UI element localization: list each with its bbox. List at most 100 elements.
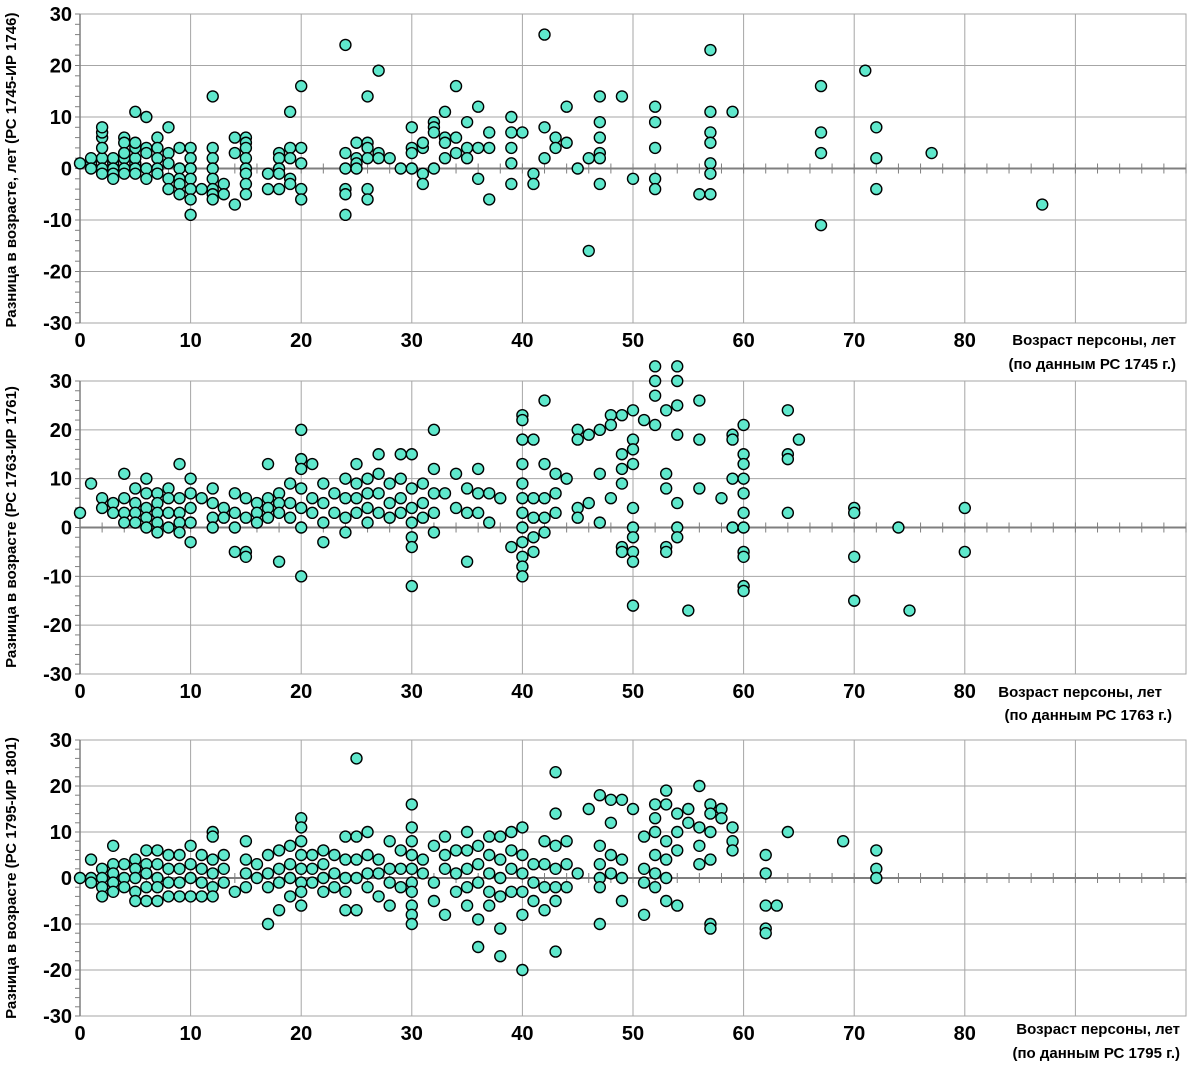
data-point — [848, 550, 861, 563]
data-point — [95, 141, 109, 155]
data-point — [516, 126, 529, 139]
data-point — [239, 167, 253, 180]
data-point — [471, 487, 485, 500]
data-point — [516, 535, 529, 549]
data-point — [626, 172, 640, 186]
data-point — [549, 467, 562, 480]
data-point — [848, 506, 861, 520]
x-tick-label: 60 — [732, 1023, 754, 1045]
data-point — [206, 162, 219, 175]
data-point — [593, 917, 607, 931]
data-point — [593, 423, 607, 437]
data-point — [538, 121, 551, 134]
data-point — [162, 862, 175, 875]
x-axis-label-line1: Возраст персоны, лет — [1012, 332, 1176, 349]
data-point — [571, 162, 584, 175]
data-point — [195, 876, 208, 889]
data-point — [151, 844, 164, 857]
data-point — [648, 389, 662, 402]
data-point — [372, 448, 385, 461]
data-point — [648, 848, 662, 862]
data-point — [295, 501, 308, 515]
data-point — [538, 28, 551, 41]
data-point — [272, 151, 286, 165]
data-point — [483, 141, 496, 155]
data-point — [306, 506, 319, 520]
x-tick-label: 50 — [622, 1023, 644, 1045]
data-point — [195, 862, 208, 875]
data-point — [106, 839, 120, 852]
data-point — [538, 457, 551, 471]
data-point — [471, 940, 485, 954]
data-point — [671, 531, 684, 544]
data-point — [516, 885, 529, 898]
data-point — [184, 182, 197, 196]
data-point — [405, 448, 418, 461]
data-point — [173, 526, 186, 539]
data-point — [173, 457, 186, 471]
data-point — [593, 131, 607, 144]
data-point — [538, 511, 551, 524]
data-point — [317, 535, 330, 549]
y-tick-label: 0 — [61, 868, 72, 890]
data-point — [626, 531, 640, 544]
data-point — [361, 848, 374, 862]
data-point — [505, 141, 518, 155]
data-point — [206, 482, 219, 495]
data-point — [449, 885, 463, 898]
y-tick-label: 20 — [50, 56, 72, 78]
data-point — [328, 487, 341, 500]
data-point — [184, 487, 197, 500]
data-point — [505, 862, 518, 875]
y-tick-label: 0 — [61, 518, 72, 540]
data-point — [295, 570, 308, 583]
data-point — [283, 151, 297, 165]
data-point — [527, 511, 540, 524]
data-point — [659, 784, 673, 797]
data-point — [361, 881, 374, 894]
data-point — [118, 146, 131, 160]
data-point — [339, 830, 352, 843]
data-point — [140, 110, 153, 124]
data-point — [295, 885, 308, 898]
data-point — [538, 835, 551, 848]
data-point — [283, 496, 297, 510]
data-point — [704, 922, 717, 935]
data-point — [438, 151, 452, 165]
data-point — [471, 839, 485, 852]
data-point — [427, 876, 441, 889]
data-point — [704, 188, 717, 201]
data-point — [903, 604, 916, 617]
data-point — [615, 793, 629, 806]
data-point — [206, 151, 219, 165]
data-point — [73, 157, 87, 170]
data-point — [483, 516, 496, 529]
data-point — [648, 360, 662, 373]
data-point — [350, 477, 363, 490]
data-point — [184, 858, 197, 871]
data-point — [306, 492, 319, 505]
x-axis-label-line1: Возраст персоны, лет — [1016, 1021, 1180, 1038]
data-point — [129, 136, 142, 149]
data-point — [836, 835, 850, 848]
data-point — [460, 881, 474, 894]
data-point — [228, 198, 242, 211]
data-point — [339, 208, 352, 222]
data-point — [848, 594, 861, 607]
data-point — [870, 871, 883, 885]
data-point — [737, 487, 750, 500]
data-point — [560, 881, 573, 894]
data-point — [118, 136, 131, 149]
data-point — [228, 487, 242, 500]
data-point — [648, 172, 662, 186]
data-point — [184, 208, 197, 222]
data-point — [283, 477, 297, 490]
x-tick-label: 20 — [290, 681, 312, 703]
data-point — [350, 871, 363, 885]
data-point — [151, 131, 164, 144]
data-point — [405, 146, 418, 160]
data-point — [604, 848, 618, 862]
data-point — [693, 779, 706, 793]
data-point — [516, 457, 529, 471]
